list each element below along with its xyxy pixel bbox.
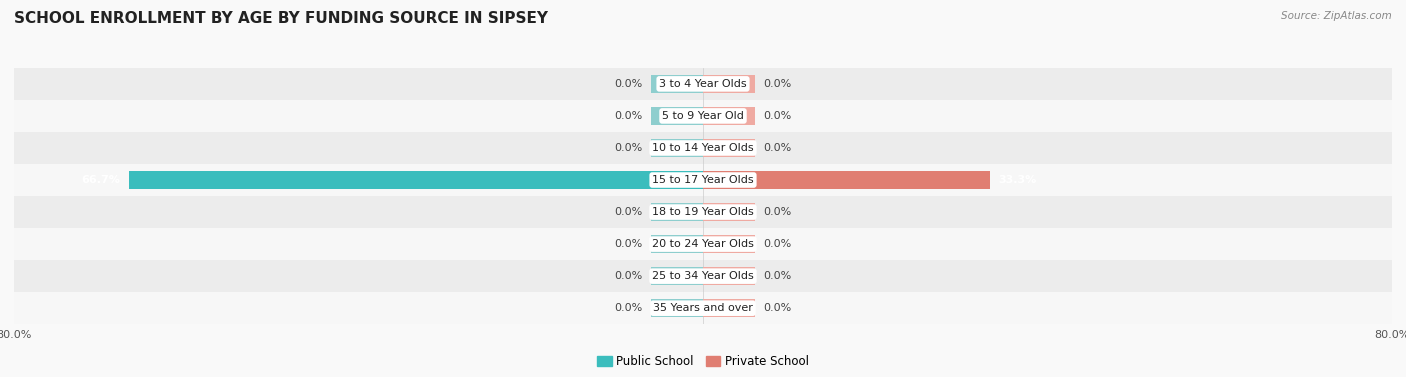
Bar (703, 203, 755, 221)
Text: 0.0%: 0.0% (763, 79, 792, 89)
Bar (651, 75, 703, 93)
Bar (703, 267, 755, 285)
Bar (651, 139, 703, 157)
Bar (703, 171, 990, 189)
Text: Source: ZipAtlas.com: Source: ZipAtlas.com (1281, 11, 1392, 21)
Text: 0.0%: 0.0% (763, 143, 792, 153)
Text: 0.0%: 0.0% (614, 207, 643, 217)
Text: 15 to 17 Year Olds: 15 to 17 Year Olds (652, 175, 754, 185)
Bar (651, 299, 703, 317)
Bar (703, 107, 755, 125)
Bar (14, 228, 1392, 260)
Text: 18 to 19 Year Olds: 18 to 19 Year Olds (652, 207, 754, 217)
Bar (14, 292, 1392, 324)
Bar (651, 107, 703, 125)
Text: 0.0%: 0.0% (763, 271, 792, 281)
Text: 3 to 4 Year Olds: 3 to 4 Year Olds (659, 79, 747, 89)
Text: 0.0%: 0.0% (614, 239, 643, 249)
Text: 10 to 14 Year Olds: 10 to 14 Year Olds (652, 143, 754, 153)
Bar (14, 68, 1392, 100)
Legend: Public School, Private School: Public School, Private School (593, 351, 813, 373)
Text: 5 to 9 Year Old: 5 to 9 Year Old (662, 111, 744, 121)
Bar (128, 171, 703, 189)
Bar (703, 235, 755, 253)
Text: 0.0%: 0.0% (763, 207, 792, 217)
Text: 33.3%: 33.3% (998, 175, 1036, 185)
Bar (14, 132, 1392, 164)
Bar (14, 196, 1392, 228)
Bar (651, 267, 703, 285)
Text: 66.7%: 66.7% (82, 175, 120, 185)
Bar (703, 299, 755, 317)
Text: 0.0%: 0.0% (763, 303, 792, 313)
Text: 20 to 24 Year Olds: 20 to 24 Year Olds (652, 239, 754, 249)
Text: 0.0%: 0.0% (614, 111, 643, 121)
Bar (703, 75, 755, 93)
Text: 0.0%: 0.0% (614, 271, 643, 281)
Bar (651, 203, 703, 221)
Text: 25 to 34 Year Olds: 25 to 34 Year Olds (652, 271, 754, 281)
Text: 0.0%: 0.0% (763, 111, 792, 121)
Bar (651, 235, 703, 253)
Bar (703, 139, 755, 157)
Text: 0.0%: 0.0% (614, 143, 643, 153)
Text: 0.0%: 0.0% (614, 303, 643, 313)
Bar (14, 100, 1392, 132)
Text: 0.0%: 0.0% (763, 239, 792, 249)
Text: 35 Years and over: 35 Years and over (652, 303, 754, 313)
Text: 0.0%: 0.0% (614, 79, 643, 89)
Text: SCHOOL ENROLLMENT BY AGE BY FUNDING SOURCE IN SIPSEY: SCHOOL ENROLLMENT BY AGE BY FUNDING SOUR… (14, 11, 548, 26)
Bar (14, 164, 1392, 196)
Bar (14, 260, 1392, 292)
